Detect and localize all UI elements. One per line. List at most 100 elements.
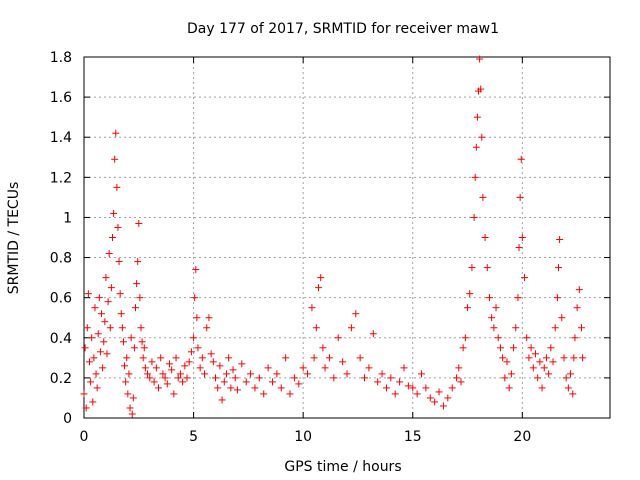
data-point — [501, 374, 509, 382]
data-point — [558, 314, 566, 322]
data-point — [108, 234, 116, 241]
data-point — [203, 324, 211, 332]
data-point — [196, 364, 204, 372]
data-point — [579, 354, 587, 362]
data-point — [99, 364, 107, 372]
data-point — [468, 264, 476, 272]
data-point — [116, 290, 124, 298]
data-point — [542, 354, 550, 362]
data-point — [404, 382, 412, 390]
data-point — [80, 390, 88, 398]
data-point — [185, 358, 193, 366]
data-point — [127, 334, 135, 342]
data-point — [212, 374, 219, 382]
data-point — [477, 85, 485, 93]
x-tick-label: 0 — [80, 429, 89, 445]
data-point — [466, 290, 474, 298]
data-point — [161, 374, 169, 382]
data-point — [93, 384, 101, 392]
data-point — [126, 404, 134, 412]
data-point — [87, 378, 95, 386]
data-point — [112, 129, 120, 137]
data-point — [299, 364, 307, 372]
data-point — [264, 364, 272, 372]
data-point — [119, 338, 127, 346]
data-point — [90, 354, 98, 362]
data-point — [104, 298, 112, 306]
data-point — [255, 374, 263, 382]
data-point — [136, 294, 144, 302]
data-point — [317, 274, 325, 282]
data-point — [130, 344, 138, 352]
data-point — [148, 358, 156, 366]
data-point — [422, 384, 430, 392]
data-point — [282, 354, 290, 362]
data-point — [115, 258, 123, 266]
data-point — [518, 234, 526, 241]
data-point — [207, 350, 215, 358]
data-point — [321, 364, 329, 372]
data-point — [95, 294, 103, 302]
data-point — [387, 374, 395, 382]
data-point — [472, 143, 480, 151]
data-point — [105, 250, 113, 258]
data-point — [238, 360, 246, 368]
data-point — [374, 378, 382, 386]
data-point — [251, 384, 259, 392]
data-point — [83, 324, 91, 332]
data-point — [569, 390, 577, 398]
data-point — [488, 314, 496, 322]
data-point — [308, 304, 316, 312]
data-point — [216, 362, 224, 370]
data-point — [556, 236, 564, 244]
data-point — [85, 358, 93, 366]
data-point — [413, 390, 421, 398]
axis-ticks — [83, 56, 610, 419]
data-point — [499, 354, 507, 362]
data-point — [575, 286, 583, 294]
data-point — [510, 344, 518, 352]
x-tick-labels: 0 5 10 15 20 — [80, 429, 532, 445]
data-point — [103, 350, 111, 358]
data-point — [286, 390, 294, 398]
data-point — [471, 173, 479, 181]
data-point — [356, 354, 364, 362]
data-points — [80, 55, 587, 418]
data-point — [494, 334, 502, 342]
data-point — [191, 294, 199, 302]
data-point — [540, 364, 548, 372]
data-point — [174, 374, 182, 382]
data-point — [347, 324, 355, 332]
data-point — [84, 290, 92, 298]
data-point — [96, 348, 104, 356]
data-point — [549, 358, 557, 366]
y-tick-label: 1.6 — [50, 90, 72, 106]
data-point — [128, 410, 136, 418]
data-point — [516, 193, 524, 201]
data-point — [523, 334, 531, 342]
data-point — [479, 193, 487, 201]
data-point — [334, 334, 342, 342]
data-point — [88, 334, 96, 342]
data-point — [527, 344, 535, 352]
data-point — [170, 390, 178, 398]
data-point — [315, 284, 323, 292]
data-point — [470, 213, 478, 221]
data-point — [140, 344, 148, 352]
data-point — [192, 266, 200, 274]
data-point — [176, 370, 184, 378]
data-point — [567, 370, 575, 378]
data-point — [268, 378, 276, 386]
data-point — [536, 358, 544, 366]
x-axis-label: GPS time / hours — [284, 459, 401, 475]
data-point — [453, 374, 461, 382]
data-point — [461, 334, 469, 342]
data-point — [225, 354, 233, 362]
y-tick-labels: 0 0.2 0.4 0.6 0.8 1 1.2 1.4 1.6 1.8 — [50, 50, 72, 427]
data-point — [82, 404, 90, 412]
data-point — [505, 384, 513, 392]
data-point — [547, 344, 555, 352]
data-point — [464, 304, 472, 312]
